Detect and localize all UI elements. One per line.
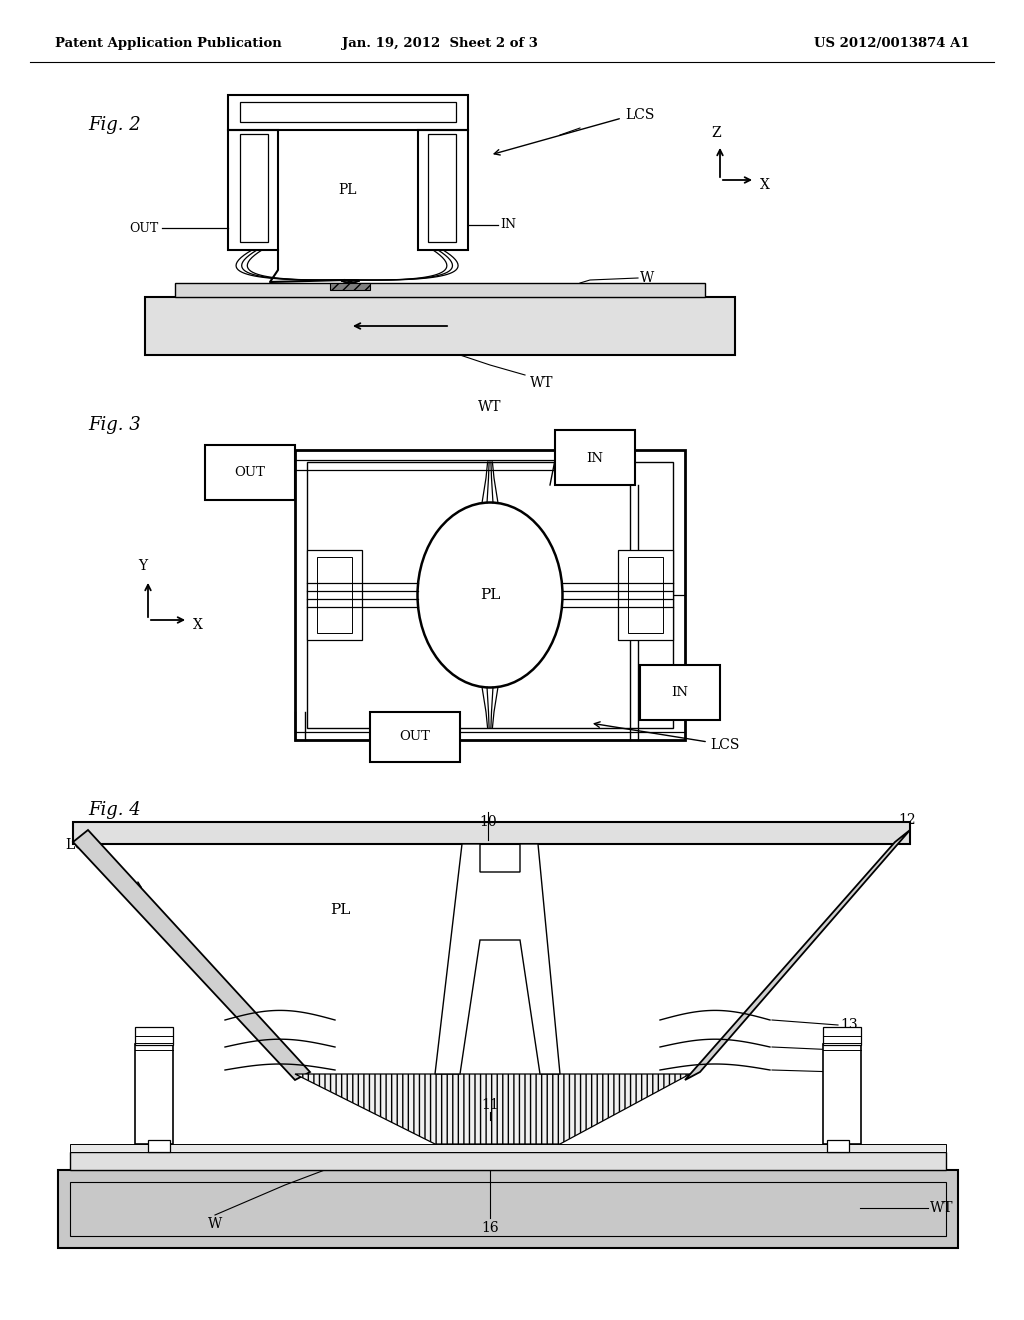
Bar: [205, 445, 295, 500]
Text: 11: 11: [481, 1098, 499, 1111]
Text: Fig. 4: Fig. 4: [88, 801, 140, 818]
Text: 16: 16: [481, 1221, 499, 1236]
Bar: [135, 1044, 173, 1144]
Text: PL: PL: [339, 183, 357, 197]
Bar: [307, 550, 362, 640]
Text: OUT: OUT: [399, 730, 430, 743]
Bar: [228, 95, 468, 129]
Bar: [640, 665, 720, 719]
Bar: [628, 557, 663, 634]
Text: IN: IN: [500, 219, 516, 231]
Text: Jan. 19, 2012  Sheet 2 of 3: Jan. 19, 2012 Sheet 2 of 3: [342, 37, 538, 50]
Text: PL: PL: [480, 587, 500, 602]
Text: 12: 12: [898, 813, 915, 828]
Text: 10: 10: [479, 814, 497, 829]
Bar: [827, 1140, 849, 1152]
Text: 15: 15: [840, 1065, 858, 1078]
Bar: [555, 430, 635, 484]
Text: X: X: [193, 618, 203, 632]
Text: OUT: OUT: [129, 222, 158, 235]
Bar: [428, 135, 456, 242]
Text: 13: 13: [840, 1018, 858, 1032]
Bar: [317, 557, 352, 634]
Text: WT: WT: [530, 376, 554, 389]
Bar: [228, 129, 278, 249]
Polygon shape: [685, 830, 910, 1080]
Bar: [145, 297, 735, 355]
Ellipse shape: [418, 503, 562, 688]
Bar: [58, 1170, 958, 1247]
Text: LCS: LCS: [625, 108, 654, 121]
Bar: [73, 822, 910, 843]
Text: Fig. 2: Fig. 2: [88, 116, 140, 135]
Bar: [240, 135, 268, 242]
Bar: [823, 1044, 861, 1144]
Text: 14: 14: [840, 1043, 858, 1057]
Text: Y: Y: [138, 558, 147, 573]
Text: US 2012/0013874 A1: US 2012/0013874 A1: [814, 37, 970, 50]
Polygon shape: [330, 282, 370, 290]
Bar: [175, 282, 705, 297]
Text: IN: IN: [587, 451, 603, 465]
Bar: [307, 462, 673, 729]
Text: Fig. 3: Fig. 3: [88, 416, 140, 434]
Bar: [418, 129, 468, 249]
Polygon shape: [73, 830, 310, 1080]
Text: W: W: [640, 271, 654, 285]
Text: Z: Z: [712, 125, 721, 140]
Text: WT: WT: [930, 1201, 953, 1214]
Text: LCS: LCS: [65, 838, 94, 851]
Bar: [618, 550, 673, 640]
Bar: [70, 1152, 946, 1170]
Text: OUT: OUT: [234, 466, 265, 479]
Text: Patent Application Publication: Patent Application Publication: [55, 37, 282, 50]
Bar: [823, 1027, 861, 1045]
Bar: [70, 1144, 946, 1152]
Bar: [148, 1140, 170, 1152]
Text: LCS: LCS: [710, 738, 739, 752]
Polygon shape: [435, 843, 560, 1074]
Bar: [135, 1027, 173, 1045]
Bar: [370, 711, 460, 762]
Text: WT: WT: [478, 400, 502, 414]
Text: PL: PL: [330, 903, 350, 917]
Bar: [70, 1181, 946, 1236]
Bar: [240, 102, 456, 121]
Bar: [295, 450, 685, 741]
Text: W: W: [208, 1217, 222, 1232]
Text: IN: IN: [672, 686, 688, 700]
Polygon shape: [295, 1074, 690, 1144]
Text: X: X: [760, 178, 770, 191]
